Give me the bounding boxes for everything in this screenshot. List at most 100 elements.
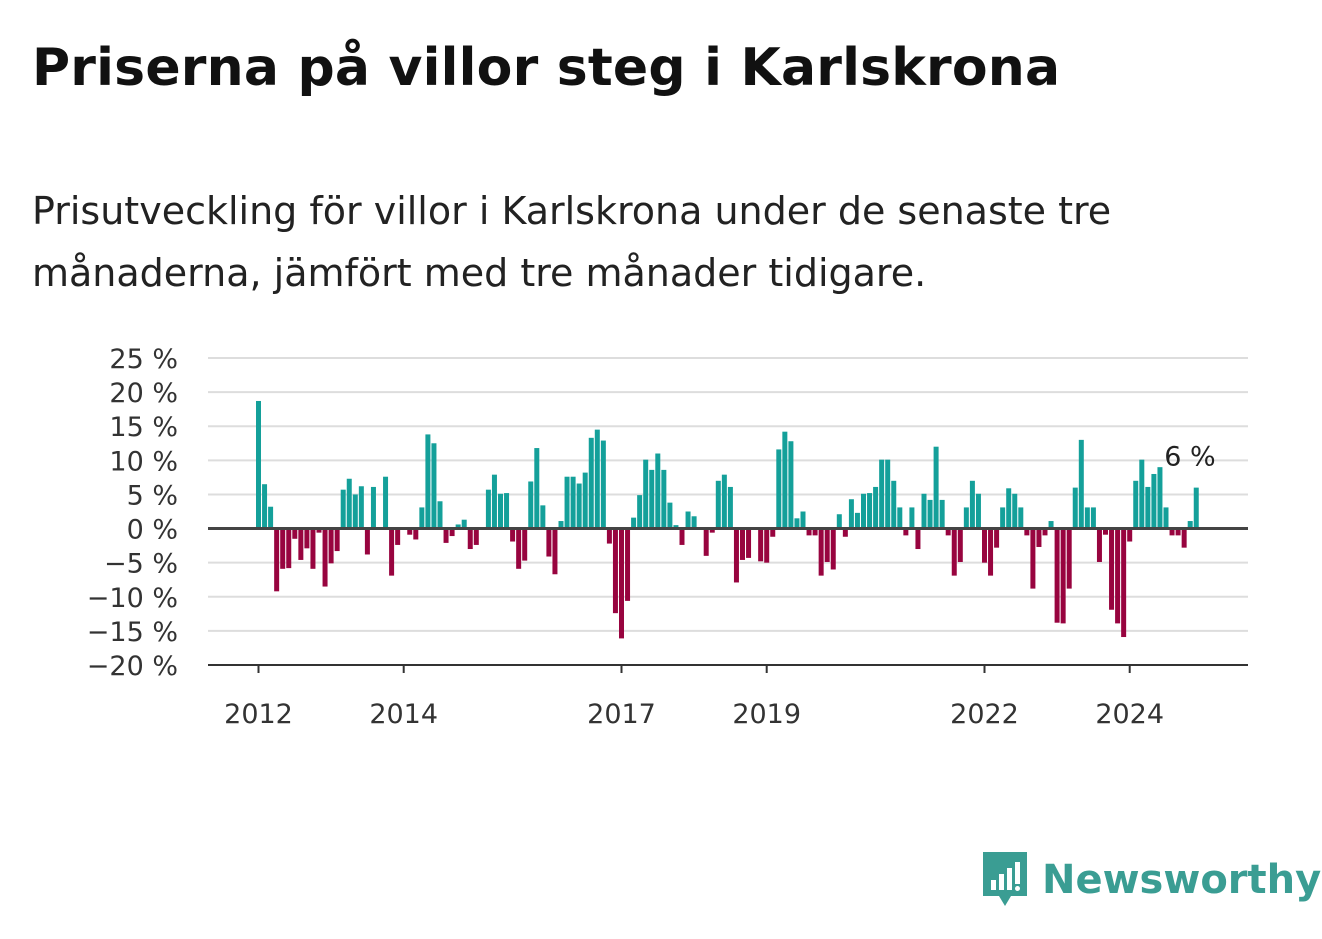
bar [334,528,340,552]
bar [304,528,310,549]
bar [897,507,903,529]
bar [1169,528,1175,536]
last-value-label: 6 % [1164,442,1215,473]
bar [1139,459,1145,529]
y-tick-label: −20 % [87,651,178,682]
bar [1024,528,1030,536]
bar [395,528,401,545]
bar [1145,486,1151,529]
bar [685,511,691,529]
bar [969,480,975,529]
bar [782,431,788,529]
bar [945,528,951,536]
bar [443,528,449,543]
bar [649,469,655,529]
bar [842,528,848,537]
bar [1078,439,1084,529]
bar [516,528,522,569]
bar [389,528,395,576]
bar [534,448,540,529]
bar [794,518,800,529]
bar [383,476,389,529]
bar [703,528,709,556]
bar [552,528,558,575]
bar [885,459,891,529]
chart-subtitle: Prisutveckling för villor i Karlskrona u… [32,189,1112,295]
bar [667,502,673,529]
bar [982,528,987,563]
bar [570,476,576,529]
bar [1072,487,1078,529]
bar [921,493,927,529]
bar [431,443,437,529]
bar [1109,528,1115,610]
bar [818,528,824,576]
bar [612,528,618,614]
bar [449,528,455,537]
bar [510,528,516,542]
bar [256,400,261,529]
bar [740,528,745,560]
bar [504,493,510,529]
bar [800,511,806,529]
bar-chart: 25 %20 %15 %10 %5 % 0 %−5 %−10 %−15 %−20 … [87,344,1248,730]
bar [963,507,969,529]
bar [370,486,376,529]
bar [812,528,818,536]
bar [1012,493,1018,529]
bar [274,528,280,592]
bar [830,528,836,570]
y-tick-label: 0 % [127,515,178,546]
bar [661,469,667,529]
x-tick-label: 2022 [950,699,1019,730]
y-tick-label: −5 % [104,549,178,580]
bar [491,474,497,529]
bar [528,481,534,529]
bar [1036,528,1042,547]
bar [576,483,582,529]
bar [1000,507,1006,529]
bar [594,429,600,529]
bar [564,476,570,529]
bar [467,528,473,550]
bar [364,528,370,555]
bar [280,528,286,569]
bar [485,489,491,529]
bar [1127,528,1133,542]
bar [727,486,733,529]
bar [473,528,479,545]
bar [1084,507,1090,529]
bar [867,493,873,529]
bars [256,400,1199,639]
bar [498,493,503,529]
y-tick-label: 10 % [109,446,178,477]
brand: Newsworthy [980,850,1321,910]
bar [606,528,612,544]
bar [1133,480,1139,529]
bar [1042,528,1048,536]
bar [346,478,352,529]
y-tick-label: −15 % [87,617,178,648]
bar [1121,528,1127,638]
bar [806,528,812,536]
y-tick-label: 15 % [109,412,178,443]
bar [951,528,957,576]
page-title: Priserna på villor steg i Karlskrona [32,38,1061,98]
bar [419,507,425,529]
bar [643,459,649,529]
bar [848,499,854,529]
bar [1175,528,1181,536]
bar [407,528,413,535]
brand-name: Newsworthy [1042,857,1322,903]
bar [637,495,643,529]
bar [861,493,866,529]
bar [268,506,274,529]
bar [1090,507,1096,529]
x-tick-label: 2014 [369,699,438,730]
bar [1103,528,1108,535]
x-tick-label: 2012 [224,699,293,730]
bar [546,528,552,557]
bar [988,528,994,576]
bar [1060,528,1066,624]
bar [709,528,715,533]
